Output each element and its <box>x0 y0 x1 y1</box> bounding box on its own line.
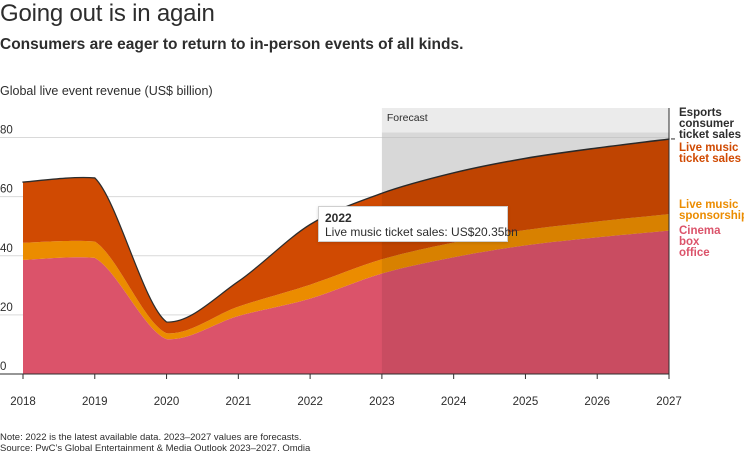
x-tick-label: 2018 <box>10 396 36 408</box>
y-tick-label: 60 <box>0 184 13 196</box>
area-cinema-box-office <box>23 230 669 374</box>
legend-label-line: Cinema box <box>679 225 721 248</box>
x-tick-label: 2019 <box>82 396 108 408</box>
x-tick-label: 2021 <box>226 396 252 408</box>
legend-label-line: sponsorship <box>679 210 744 222</box>
forecast-label: Forecast <box>387 112 428 124</box>
y-tick-label: 20 <box>0 302 13 314</box>
y-tick-label: 80 <box>0 125 13 137</box>
legend-label: Esports consumer ticket sales <box>679 107 742 141</box>
x-tick-label: 2026 <box>584 396 610 408</box>
legend-label: Cinema box office <box>679 225 744 259</box>
forecast-overlay <box>381 132 669 374</box>
x-tick-label: 2022 <box>297 396 323 408</box>
x-tick-label: 2027 <box>656 396 682 408</box>
x-tick-label: 2025 <box>513 396 539 408</box>
x-tick-label: 2020 <box>154 396 180 408</box>
tooltip-value: Live music ticket sales: US$20.35bn <box>325 225 518 239</box>
legend-label-line: office <box>679 247 710 259</box>
y-tick-label: 0 <box>0 361 6 373</box>
legend-label-line: ticket sales <box>679 153 742 165</box>
chart-headline: Going out is in again <box>0 0 215 27</box>
source-note: Source: PwC’s Global Entertainment & Med… <box>0 443 311 454</box>
legend-label-line: Esports <box>679 107 722 119</box>
legend-label: Live music sponsorship <box>679 199 744 222</box>
x-tick-label: 2024 <box>441 396 467 408</box>
legend-label: Live music ticket sales <box>679 142 742 165</box>
data-tooltip: 2022 Live music ticket sales: US$20.35bn <box>318 206 518 242</box>
legend-label-line: consumer <box>679 118 734 130</box>
chart-subtitle: Consumers are eager to return to in-pers… <box>0 36 464 53</box>
x-tick-label: 2023 <box>369 396 395 408</box>
legend-label-line: Live music <box>679 142 739 154</box>
area-live-music-sponsorship <box>23 214 669 340</box>
tooltip-year: 2022 <box>325 211 352 225</box>
legend-label-line: ticket sales <box>679 129 742 141</box>
legend-label-line: Live music <box>679 199 739 211</box>
footnote: Note: 2022 is the latest available data.… <box>0 432 302 443</box>
y-axis-label: Global live event revenue (US$ billion) <box>0 84 213 98</box>
y-tick-label: 40 <box>0 243 13 255</box>
